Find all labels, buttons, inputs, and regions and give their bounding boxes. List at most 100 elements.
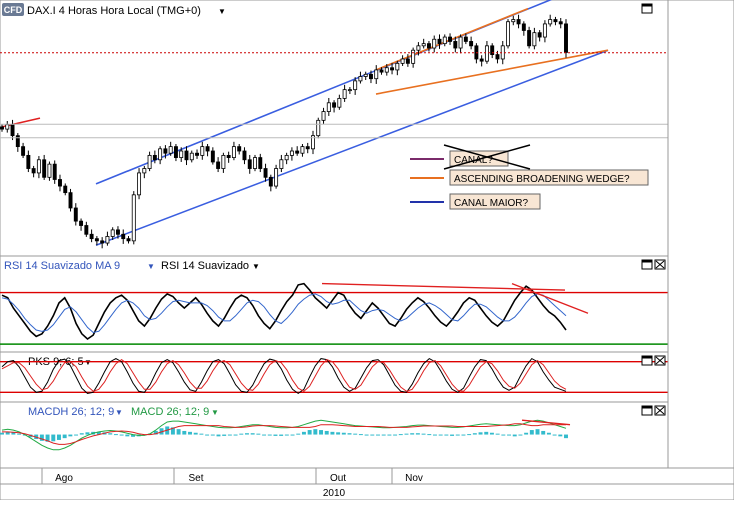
candle — [36, 159, 41, 174]
candle — [332, 102, 337, 108]
macdh-dropdown-icon[interactable]: ▼ — [115, 408, 123, 417]
macd-restore-icon[interactable] — [641, 405, 653, 416]
pks-close-icon[interactable] — [654, 355, 666, 366]
candle — [548, 19, 553, 25]
macdh-bar — [421, 433, 426, 435]
cfd-logo-text: CFD — [4, 5, 23, 15]
candle — [168, 146, 173, 154]
candle — [26, 154, 31, 169]
candle — [479, 58, 484, 62]
candle — [105, 236, 110, 244]
candle — [131, 194, 136, 242]
macdh-label: MACDH 26; 12; 9 — [28, 406, 114, 418]
macd-plot-area[interactable] — [0, 419, 571, 451]
rsi-close-icon[interactable] — [654, 259, 666, 270]
candle — [258, 157, 263, 169]
candle — [63, 185, 68, 194]
candle — [395, 62, 400, 71]
title-dropdown-arrow-icon[interactable]: ▼ — [218, 7, 226, 16]
candle — [506, 21, 510, 47]
rsi-plot-area[interactable] — [0, 282, 668, 345]
macdh-bar — [427, 434, 432, 436]
macd-close-icon[interactable] — [654, 405, 666, 416]
candle — [289, 150, 294, 156]
candle — [237, 146, 242, 152]
price-maximize-icon[interactable] — [641, 3, 653, 14]
candle — [110, 229, 115, 237]
candle — [179, 150, 184, 158]
macdh-bar — [313, 429, 318, 435]
candle — [379, 69, 384, 73]
candle — [284, 154, 289, 161]
right-axis-column — [667, 0, 734, 469]
macdh-bar — [199, 433, 204, 435]
candle — [52, 163, 57, 180]
candle — [453, 41, 458, 49]
candle — [490, 45, 495, 55]
candle — [142, 168, 147, 174]
candle — [521, 23, 526, 31]
cfd-logo — [2, 3, 24, 16]
rsi-series-0 — [1, 282, 567, 341]
macdh-bar — [472, 433, 477, 435]
candle — [279, 159, 284, 169]
price-plot-area[interactable] — [0, 0, 609, 249]
macdh-bar — [455, 434, 460, 436]
candle — [184, 150, 189, 161]
pks-dropdown-icon[interactable]: ▼ — [84, 358, 92, 367]
candle — [432, 38, 437, 49]
candle — [405, 58, 410, 64]
macdh-bar — [45, 434, 50, 442]
macdh-bar — [444, 434, 449, 436]
macd-label: MACD 26; 12; 9 — [131, 406, 209, 418]
macdh-bar — [319, 430, 324, 435]
candle — [73, 207, 78, 222]
macdh-bar — [558, 434, 563, 437]
candle — [363, 73, 368, 77]
macd-series-0 — [1, 419, 567, 451]
candle — [100, 240, 105, 244]
macdh-bar — [39, 434, 44, 441]
macdh-bar — [307, 430, 312, 435]
candle — [47, 163, 52, 178]
candle — [195, 152, 199, 156]
legend-box-1 — [449, 169, 649, 186]
macdh-bar — [489, 432, 494, 435]
macd-dropdown-icon[interactable]: ▼ — [211, 408, 219, 417]
candle — [253, 157, 257, 169]
macdh-bar — [68, 434, 73, 437]
time-axis: 2010 Ago Set Out Nov — [0, 467, 734, 501]
legend-label-1: ASCENDING BROADENING WEDGE? — [454, 174, 630, 185]
macdh-bar — [404, 433, 409, 435]
macdh-bar — [256, 433, 261, 435]
macdh-bar — [17, 433, 22, 435]
pks-restore-icon[interactable] — [641, 355, 653, 366]
macdh-bar — [518, 434, 523, 436]
macdh-bar — [182, 430, 187, 435]
rsi-restore-icon[interactable] — [641, 259, 653, 270]
candle — [421, 43, 426, 47]
price-level-lines — [0, 52, 668, 139]
pks-plot-area[interactable] — [0, 357, 668, 395]
legend-box-2 — [449, 193, 541, 210]
candle — [295, 150, 300, 154]
candle — [126, 238, 131, 242]
macdh-bar — [96, 431, 101, 435]
rsi-dropdown-icon[interactable]: ▼ — [252, 262, 260, 271]
stochastic-panel: PKS 9; 6; 5 ▼ 80,0020,00 — [0, 351, 706, 403]
macdh-bar — [393, 434, 398, 436]
rsi-ma-dropdown-icon[interactable]: ▼ — [147, 262, 155, 271]
candle — [173, 146, 178, 158]
candle — [21, 146, 26, 156]
candle — [511, 19, 516, 23]
macdh-bar — [279, 434, 284, 436]
candle — [400, 58, 405, 64]
macdh-bar — [108, 433, 113, 435]
candle — [369, 73, 373, 80]
candle — [94, 238, 99, 242]
macdh-bar — [324, 430, 329, 435]
candle — [316, 119, 321, 137]
macdh-bar — [205, 434, 210, 436]
macdh-bar — [290, 434, 295, 436]
